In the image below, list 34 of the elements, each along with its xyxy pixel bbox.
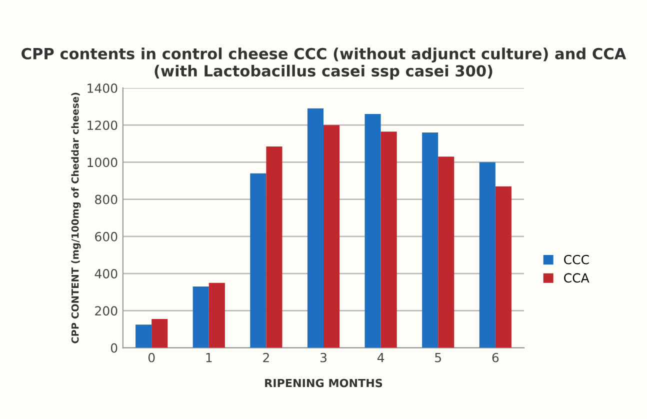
bar (364, 114, 381, 348)
y-tick-label: 1000 (88, 158, 118, 168)
bar (324, 125, 340, 348)
y-tick-label: 1200 (88, 120, 118, 130)
y-tick-label: 600 (95, 232, 118, 242)
chart-title: CPP contents in control cheese CCC (without adjunct culture) and CCA (with Lactobacillus casei ssp casei 300) (22, 48, 626, 80)
bar (136, 324, 152, 348)
y-tick-label: 400 (94, 269, 118, 278)
x-tick-label: 2 (263, 352, 269, 362)
bar (422, 132, 438, 348)
y-axis-title: CPP CONTENT (mg/100mg of Cheddar cheese) (71, 92, 81, 344)
bar (266, 146, 282, 348)
x-tick-label: 0 (148, 352, 155, 362)
x-tick-label: 5 (435, 353, 441, 362)
y-tick-label: 800 (95, 194, 118, 204)
bar (495, 186, 512, 348)
y-tick-label: 0 (110, 343, 118, 353)
bar (380, 132, 397, 348)
bar (192, 286, 209, 348)
x-axis-title: RIPENING MONTHS (265, 378, 382, 388)
x-tick-label: 3 (320, 352, 326, 362)
x-tick-label: 6 (492, 352, 499, 362)
legend-label: CCC (564, 254, 589, 264)
y-tick-label: 1400 (88, 83, 118, 93)
x-tick-label: 1 (206, 353, 212, 362)
bar (479, 162, 496, 348)
legend-label: CCA (564, 273, 590, 283)
bar (438, 156, 454, 348)
x-tick-label: 4 (377, 353, 384, 362)
bar (307, 108, 324, 348)
bar (152, 319, 168, 348)
bar (250, 173, 266, 348)
bar (208, 282, 225, 348)
y-tick-label: 200 (95, 306, 118, 316)
